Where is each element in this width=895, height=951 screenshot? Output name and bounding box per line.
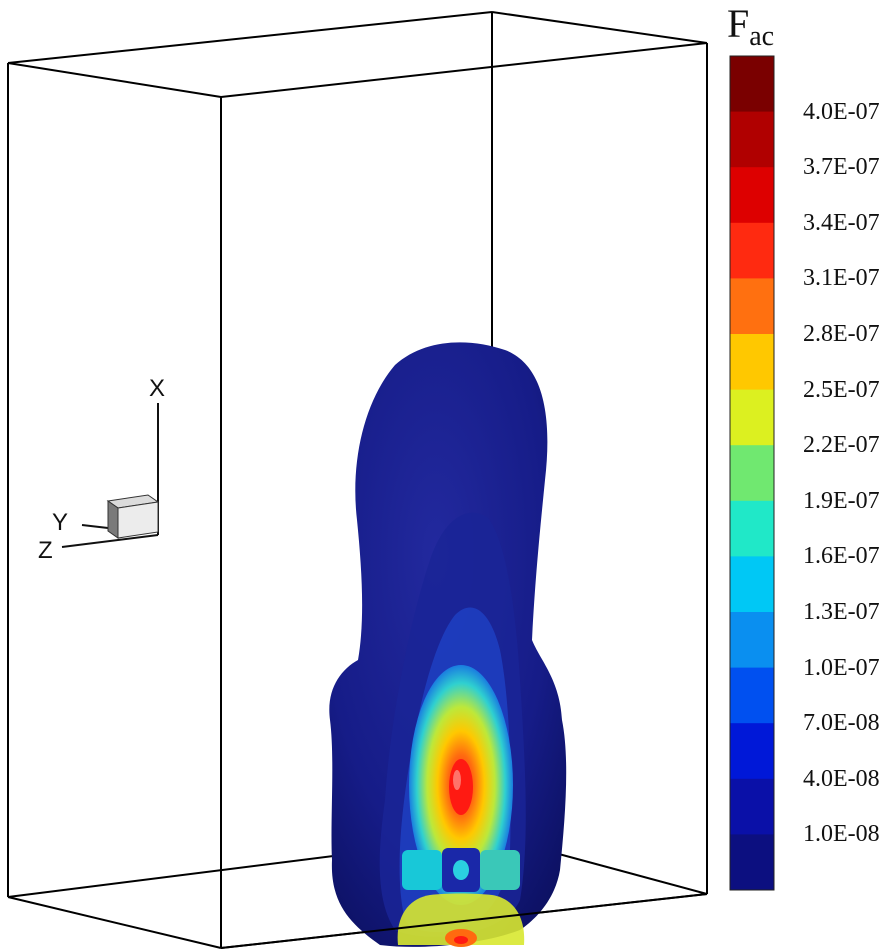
- legend-swatch: [730, 111, 774, 168]
- base-cell-right: [480, 850, 520, 890]
- plume-isosurface: [329, 342, 567, 947]
- legend-swatch: [730, 667, 774, 724]
- base-rim-contours: [397, 893, 525, 945]
- legend-colorbar: [729, 55, 775, 891]
- axis-x-label: X: [149, 375, 165, 402]
- legend-swatch: [730, 334, 774, 391]
- legend-swatch: [730, 389, 774, 446]
- triad-cube-front: [117, 501, 159, 539]
- axis-z-label: Z: [38, 537, 53, 564]
- legend-swatch: [730, 834, 774, 891]
- peak-highlight: [453, 770, 461, 790]
- legend-tick-label: 1.0E-07: [803, 654, 880, 681]
- legend-swatch: [730, 167, 774, 224]
- legend-swatch: [730, 612, 774, 669]
- axis-y-label: Y: [52, 509, 68, 536]
- legend-swatch: [730, 56, 774, 113]
- legend-tick-label: 3.7E-07: [803, 154, 880, 181]
- legend-tick-label: 2.8E-07: [803, 321, 880, 347]
- legend-tick-label: 1.6E-07: [803, 543, 880, 570]
- legend-tick-label: 1.9E-07: [803, 487, 880, 514]
- legend-tick-label: 3.4E-07: [803, 209, 880, 236]
- legend-tick-label: 2.5E-07: [803, 376, 880, 403]
- legend-swatch: [730, 278, 774, 335]
- base-hot-spot-core: [454, 936, 468, 944]
- legend-title: Fac: [727, 1, 775, 52]
- base-cell-center-eye: [453, 860, 469, 880]
- legend-swatch: [730, 778, 774, 835]
- bounding-box-front-edge: [220, 893, 708, 949]
- legend-outline: [729, 55, 775, 891]
- legend-tick-label: 1.0E-08: [803, 821, 880, 848]
- peak-spot: [449, 759, 473, 815]
- legend-tick-label: 3.1E-07: [803, 265, 880, 292]
- legend-swatch: [730, 723, 774, 780]
- legend-tick-label: 4.0E-07: [803, 98, 880, 125]
- triad-cube-left: [107, 500, 119, 539]
- axes-triad: X Y Z: [38, 375, 165, 564]
- legend-tick-label: 4.0E-08: [803, 765, 880, 792]
- legend-tick-label: 2.2E-07: [803, 432, 880, 459]
- legend-swatch: [730, 556, 774, 613]
- legend-swatch: [730, 500, 774, 557]
- legend-tick-label: 7.0E-08: [803, 710, 880, 737]
- legend-swatch: [730, 222, 774, 279]
- legend-swatch: [730, 445, 774, 502]
- legend-tick-label: 1.3E-07: [803, 599, 880, 625]
- base-cell-left: [402, 850, 442, 890]
